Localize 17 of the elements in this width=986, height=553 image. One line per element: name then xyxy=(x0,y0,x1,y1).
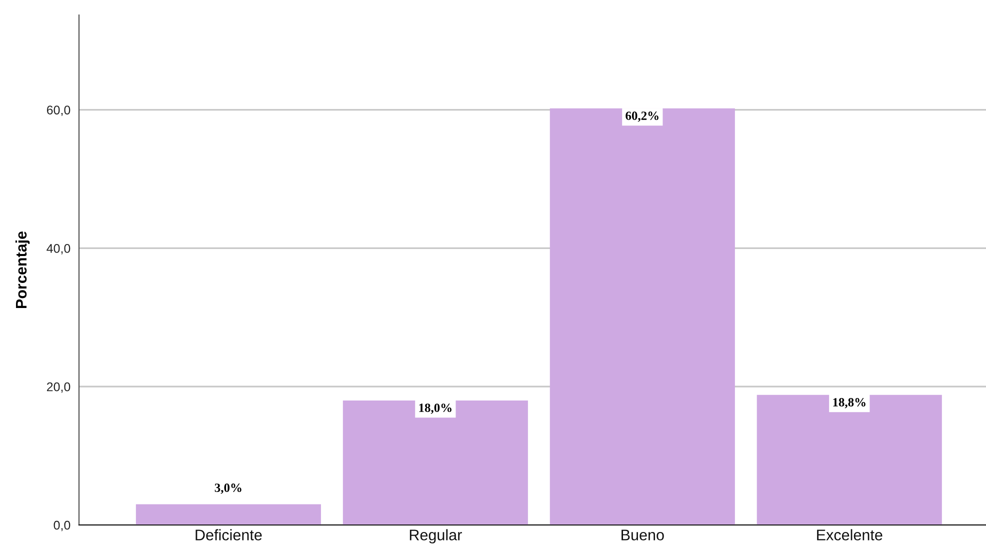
bar xyxy=(550,108,735,525)
x-tick-label: Bueno xyxy=(622,530,664,540)
y-tick-label: 40,0 xyxy=(46,244,70,254)
y-axis-title: Porcentaje xyxy=(15,231,30,308)
x-tick-label: Deficiente xyxy=(196,529,262,540)
y-tick-label: 60,0 xyxy=(46,106,70,116)
y-tick-label: 0,0 xyxy=(54,520,70,532)
bar xyxy=(342,400,528,525)
x-tick-label: Excelente xyxy=(817,529,882,540)
data-label: 3,0% xyxy=(214,484,242,494)
bar xyxy=(756,394,942,525)
y-tick-label: 20,0 xyxy=(46,382,70,393)
x-tick-label: Regular xyxy=(410,529,462,544)
data-label: 60,2% xyxy=(626,112,658,122)
data-label: 18,8% xyxy=(833,398,866,408)
data-label: 18,0% xyxy=(419,404,452,414)
bar xyxy=(136,504,321,525)
